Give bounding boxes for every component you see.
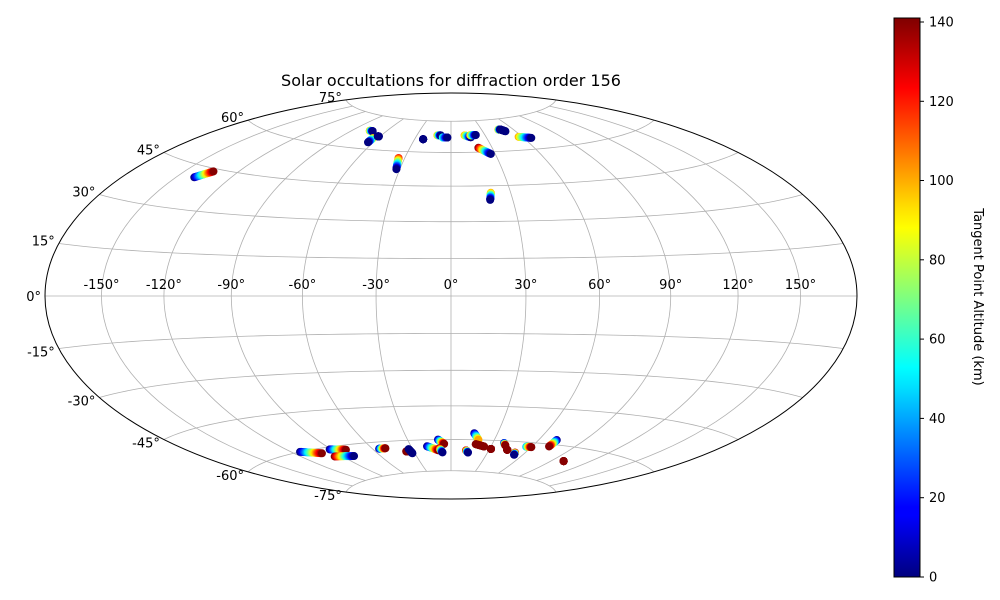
colorbar-tick-label: 120 [929,95,954,110]
lat-tick-label: -75° [314,489,342,504]
data-point [559,457,568,466]
data-point [419,135,428,144]
colorbar-label: Tangent Point Altitude (km) [970,207,985,385]
colorbar-tick-label: 0 [929,571,937,586]
data-point [503,445,512,454]
lat-tick-label: 30° [72,186,95,201]
data-point [443,133,452,142]
data-point [463,448,472,457]
colorbar-tick-label: 40 [929,412,946,427]
chart-title: Solar occultations for diffraction order… [281,71,621,90]
data-point [317,449,326,458]
lat-tick-label: -45° [132,437,160,452]
lon-tick-label: -90° [217,278,245,293]
data-point [527,133,536,142]
lat-tick-label: 0° [26,290,41,305]
lat-tick-label: 15° [32,235,55,250]
data-point [341,445,350,454]
parallel-gridline [345,470,557,493]
map-gridlines [45,99,857,493]
lon-tick-label: 150° [785,278,816,293]
parallel-gridline [345,99,557,122]
data-point [486,149,495,158]
data-point [501,127,510,136]
data-point [364,138,372,147]
colorbar-tick-label: 20 [929,491,946,506]
lat-tick-label: -60° [216,469,244,484]
lon-tick-label: 0° [444,278,459,293]
lon-tick-label: 30° [514,278,537,293]
latitude-tick-labels: 75° 60° 45° 30° 15° 0° -15° -30° -45° -60° -75° [26,91,342,504]
parallel-gridline [163,152,739,187]
data-point [209,167,218,176]
data-point [374,132,383,141]
data-point [545,442,554,451]
data-point [480,442,489,451]
colorbar-tick-label: 140 [929,16,954,31]
data-point [381,444,390,453]
lat-tick-label: -30° [68,395,96,410]
parallel-gridline [58,243,844,259]
colorbar-ticks: 0 20 40 60 80 100 120 140 [920,16,954,586]
data-point [438,448,447,457]
longitude-tick-labels: -150° -120° -90° -60° -30° 0° 30° 60° 90° 120° 150… [83,278,816,293]
data-point [408,449,417,458]
parallel-gridline [247,439,655,473]
data-point [510,450,519,459]
parallel-gridline [58,333,844,349]
lon-tick-label: 120° [722,278,753,293]
lon-tick-label: -150° [83,278,119,293]
data-point [486,444,495,453]
lon-tick-label: -60° [289,278,317,293]
colorbar-tick-label: 80 [929,253,946,268]
data-point [350,452,359,461]
data-point [471,131,480,140]
parallel-gridline [163,405,739,440]
parallel-gridline [247,119,655,153]
colorbar-tick-label: 100 [929,174,954,189]
lon-tick-label: -120° [146,278,182,293]
parallel-gridline [99,369,803,398]
lon-tick-label: 60° [588,278,611,293]
data-point [392,165,401,174]
data-points [190,125,568,466]
colorbar-tick-label: 60 [929,333,946,348]
lat-tick-label: -15° [27,346,55,361]
parallel-gridline [99,194,803,223]
lon-tick-label: -30° [362,278,390,293]
data-point [486,195,495,204]
lat-tick-label: 75° [319,91,342,106]
lon-tick-label: 90° [659,278,682,293]
data-point [368,127,377,136]
map-boundary [44,92,858,500]
lat-tick-label: 45° [137,144,160,159]
data-point [527,443,536,452]
lat-tick-label: 60° [221,111,244,126]
colorbar [893,17,921,578]
